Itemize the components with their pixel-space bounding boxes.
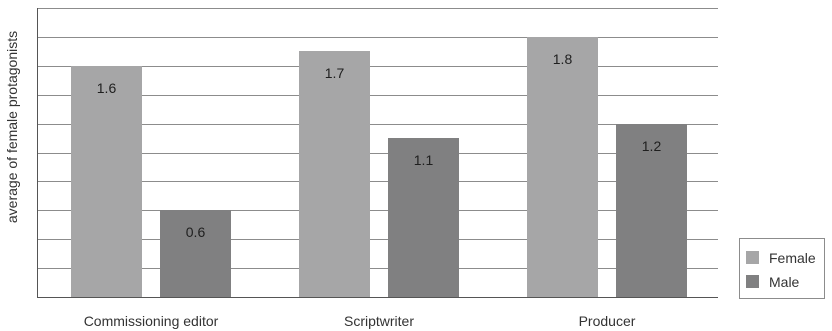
legend: Female Male: [739, 238, 825, 299]
legend-swatch-male: [746, 275, 759, 288]
bars: [71, 37, 687, 297]
x-tick-label: Producer: [579, 313, 636, 329]
y-axis-title: average of female protagonists: [4, 31, 20, 223]
data-label: 0.6: [186, 224, 206, 240]
x-tick-label: Scriptwriter: [344, 313, 414, 329]
data-label: 1.7: [325, 65, 345, 81]
data-label: 1.2: [642, 138, 662, 154]
legend-label-female: Female: [769, 250, 816, 266]
bar-female-1: [299, 51, 370, 297]
data-labels: 1.6 0.6 1.7 1.1 1.8 1.2: [97, 51, 662, 240]
bar-male-1: [388, 138, 459, 297]
bar-male-2: [616, 124, 687, 297]
bar-female-0: [71, 66, 142, 297]
legend-label-male: Male: [769, 274, 800, 290]
data-label: 1.6: [97, 80, 117, 96]
data-label: 1.8: [553, 51, 573, 67]
legend-box: [739, 238, 825, 299]
gridlines: [37, 8, 718, 269]
x-tick-label: Commissioning editor: [84, 313, 219, 329]
x-tick-labels: Commissioning editor Scriptwriter Producer: [84, 313, 636, 329]
bar-male-0: [160, 210, 231, 297]
bar-female-2: [527, 37, 598, 297]
legend-swatch-female: [746, 251, 759, 264]
data-label: 1.1: [414, 152, 434, 168]
